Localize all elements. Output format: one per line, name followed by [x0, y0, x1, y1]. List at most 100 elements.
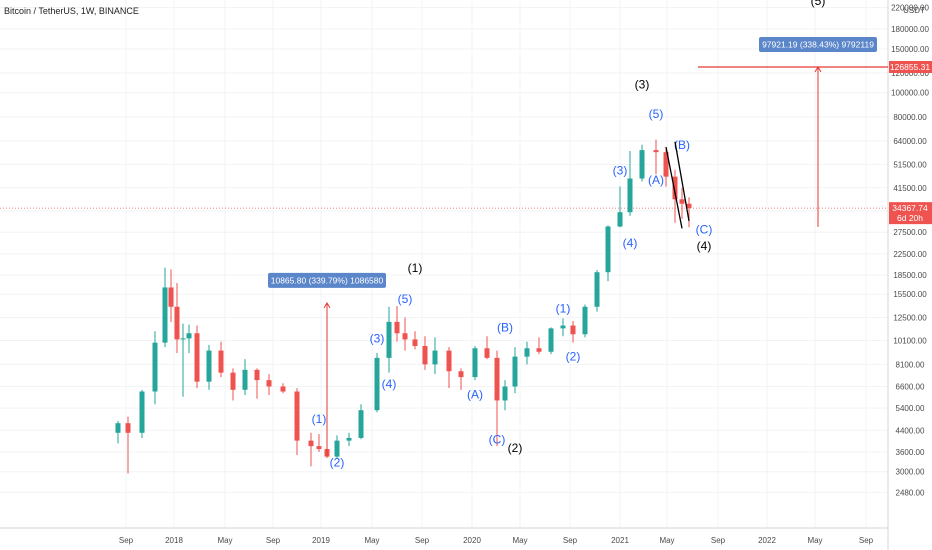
- wave-label: (B): [674, 138, 690, 152]
- candle[interactable]: [672, 169, 678, 223]
- candle[interactable]: [639, 144, 645, 182]
- candle[interactable]: [206, 344, 212, 390]
- candle[interactable]: [627, 151, 633, 216]
- candle-body: [560, 325, 566, 329]
- candle-body: [679, 199, 685, 204]
- y-tick-label: 180000.00: [891, 25, 929, 34]
- x-tick-label: 2018: [165, 536, 183, 545]
- x-tick-label: Sep: [859, 536, 874, 545]
- candle[interactable]: [139, 389, 145, 438]
- y-tick-label: 12500.00: [893, 313, 927, 322]
- x-tick-label: Sep: [711, 536, 726, 545]
- candle[interactable]: [242, 359, 248, 396]
- wave-label: (5): [649, 107, 664, 121]
- candle[interactable]: [152, 331, 158, 405]
- candle[interactable]: [484, 336, 490, 360]
- candle-body: [394, 321, 400, 334]
- candle[interactable]: [346, 432, 352, 447]
- candle[interactable]: [186, 324, 192, 353]
- wave-label: (C): [489, 432, 506, 446]
- candle-body: [582, 306, 588, 335]
- candle[interactable]: [446, 347, 452, 389]
- candle-body: [254, 369, 260, 381]
- channel-line-lower: [665, 146, 683, 229]
- candle[interactable]: [663, 148, 669, 187]
- candle[interactable]: [280, 383, 286, 394]
- candle-body: [672, 176, 678, 200]
- wave-label: (3): [635, 77, 650, 91]
- wave-label: (1): [312, 412, 327, 426]
- candle[interactable]: [617, 186, 623, 228]
- candle[interactable]: [432, 337, 438, 375]
- candle[interactable]: [570, 320, 576, 343]
- candle-body: [653, 150, 659, 153]
- candle-body: [139, 391, 145, 433]
- candle[interactable]: [679, 188, 685, 219]
- candle-body: [334, 440, 340, 457]
- candle[interactable]: [162, 267, 168, 348]
- y-tick-label: 3000.00: [896, 468, 925, 477]
- candle[interactable]: [316, 434, 322, 452]
- wave-label: (1): [408, 261, 423, 275]
- candle[interactable]: [180, 323, 186, 397]
- candle-body: [494, 357, 500, 401]
- measure-label-box: [759, 36, 877, 52]
- candle[interactable]: [458, 368, 464, 390]
- x-tick-label: Sep: [119, 536, 134, 545]
- candle-body: [536, 348, 542, 352]
- candle[interactable]: [194, 325, 200, 389]
- candle[interactable]: [524, 341, 530, 365]
- plot-area[interactable]: [0, 0, 888, 528]
- candle[interactable]: [560, 318, 566, 337]
- x-tick-label: May: [364, 536, 379, 545]
- x-tick-label: 2022: [758, 536, 776, 545]
- candle[interactable]: [294, 388, 300, 456]
- candle[interactable]: [412, 331, 418, 350]
- candle-body: [402, 333, 408, 340]
- candle[interactable]: [334, 435, 340, 459]
- candle[interactable]: [308, 432, 314, 467]
- candle[interactable]: [168, 269, 174, 322]
- candle[interactable]: [594, 269, 600, 312]
- candle[interactable]: [605, 225, 611, 282]
- y-tick-label: 51500.00: [893, 160, 927, 169]
- candle[interactable]: [230, 368, 236, 401]
- wave-label: (5): [398, 292, 413, 306]
- candle[interactable]: [358, 404, 364, 440]
- y-tick-label: 120000.00: [891, 69, 929, 78]
- candle[interactable]: [422, 336, 428, 370]
- wave-label: (C): [696, 222, 713, 236]
- candle[interactable]: [686, 197, 692, 228]
- candle[interactable]: [218, 341, 224, 378]
- y-tick-label: 4400.00: [896, 426, 925, 435]
- price-axis[interactable]: 220000.00 180000.00 150000.00 120000.00 1000…: [889, 3, 932, 497]
- candle-body: [294, 391, 300, 441]
- wave-label: (B): [497, 320, 513, 334]
- time-axis[interactable]: Sep 2018 May Sep 2019 May Sep 2020 May Sep 2021 May…: [119, 536, 874, 545]
- candle[interactable]: [512, 347, 518, 394]
- candle-body: [168, 287, 174, 307]
- candle[interactable]: [402, 317, 408, 351]
- y-tick-label: 15500.00: [893, 290, 927, 299]
- candle[interactable]: [653, 139, 659, 175]
- candle[interactable]: [536, 337, 542, 355]
- y-tick-label: 18500.00: [893, 271, 927, 280]
- candle[interactable]: [386, 306, 392, 373]
- candle[interactable]: [115, 420, 121, 444]
- candle[interactable]: [394, 305, 400, 342]
- candle[interactable]: [548, 327, 554, 355]
- y-tick-label: 220000.00: [891, 3, 929, 12]
- candle[interactable]: [502, 380, 508, 411]
- candle[interactable]: [254, 368, 260, 399]
- candle[interactable]: [125, 416, 131, 474]
- x-tick-label: Sep: [415, 536, 430, 545]
- candle[interactable]: [266, 374, 272, 396]
- candle[interactable]: [174, 282, 180, 353]
- target-price-tag-background: [889, 60, 932, 73]
- candle[interactable]: [494, 350, 500, 447]
- candle-body: [230, 372, 236, 390]
- candle[interactable]: [472, 345, 478, 381]
- candle[interactable]: [582, 304, 588, 338]
- candle[interactable]: [374, 352, 380, 413]
